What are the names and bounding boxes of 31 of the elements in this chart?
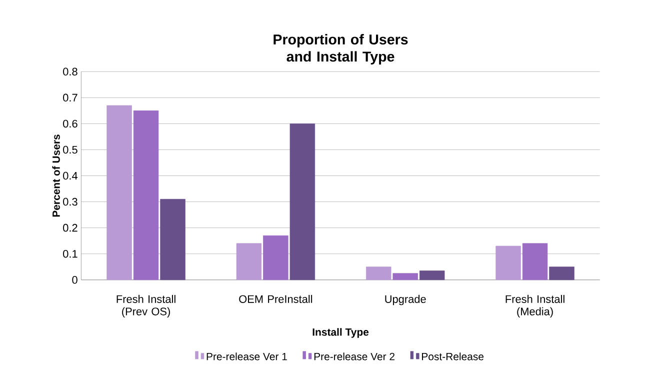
bar (160, 199, 186, 280)
y-tick-label: 0.4 (63, 172, 78, 180)
y-tick-label: 0.6 (63, 120, 78, 128)
bar (419, 270, 445, 280)
bar (522, 243, 548, 280)
y-tick-label: 0.2 (63, 224, 78, 232)
bar (263, 236, 288, 280)
legend-label: Post-Release (422, 352, 484, 360)
legend-label: Pre-release Ver 1 (206, 352, 287, 360)
y-tick-label: 0 (72, 276, 78, 284)
bar (549, 266, 574, 280)
y-axis-title: Percent of Users (52, 134, 60, 217)
bar (392, 273, 418, 280)
bar (106, 105, 132, 280)
x-tick-label: Fresh Install (Media) (506, 295, 564, 318)
y-tick-label: 0.1 (63, 250, 78, 258)
bar (236, 243, 262, 280)
y-tick-label: 0.8 (63, 68, 78, 76)
y-tick-label: 0.5 (63, 146, 78, 154)
bar (496, 246, 521, 280)
bar (133, 110, 159, 280)
chart-title: Proportion of Users and Install Type (274, 34, 408, 65)
y-tick-label: 0.3 (63, 198, 78, 206)
legend-label: Pre-release Ver 2 (314, 352, 394, 360)
bar (290, 124, 316, 280)
x-axis-title: Install Type (312, 328, 369, 338)
y-tick-label: 0.7 (63, 94, 78, 102)
x-tick-label: Fresh Install (Prev OS) (116, 295, 176, 318)
bar (366, 266, 392, 280)
x-tick-label: OEM PreInstall (239, 295, 312, 304)
x-tick-label: Upgrade (385, 295, 426, 306)
